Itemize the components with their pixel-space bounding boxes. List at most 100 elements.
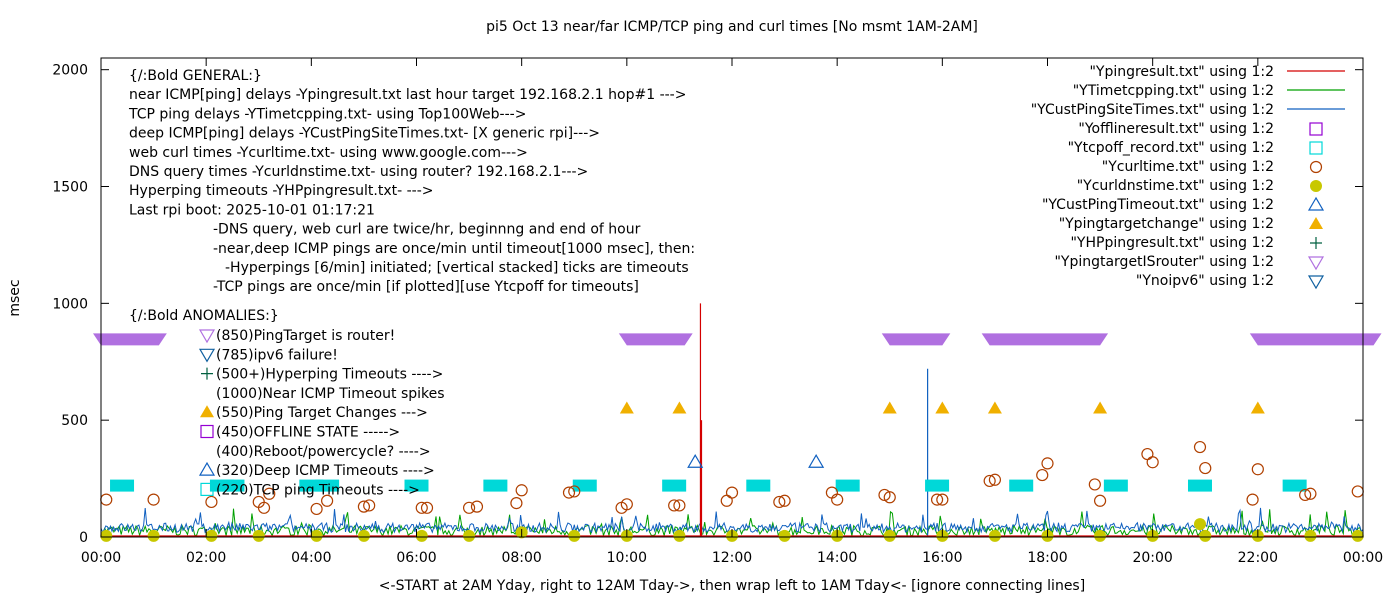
data-point [357,529,370,542]
data-point [746,479,771,492]
legend-swatch [1310,237,1322,249]
data-point [1304,487,1317,500]
data-point [483,479,508,492]
legend-entry: "YCustPingTimeout.txt" using 1:2 [1042,197,1274,213]
anomaly-line: (220)TCP ping Timeouts ----> [216,482,420,498]
data-point [568,529,581,542]
y-axis-label: msec [7,279,23,316]
data-point [1187,479,1212,492]
data-point [572,479,597,492]
legend-entry: "Ypingtargetchange" using 1:2 [1059,216,1274,232]
series-markers [100,401,1364,542]
data-point [1093,401,1108,414]
legend-entry: "YpingtargetISrouter" using 1:2 [1054,254,1274,270]
annotation-line: -Hyperpings [6/min] initiated; [vertical… [225,260,689,276]
data-point [1250,401,1265,414]
anomaly-marker [200,424,214,439]
data-point [831,493,844,506]
data-point [110,479,135,492]
data-point [1299,488,1312,502]
data-point [470,500,484,513]
data-point [883,491,896,504]
data-point [357,500,371,513]
data-point [310,502,323,516]
data-point [147,493,160,506]
legend-entry: "Ycurltime.txt" using 1:2 [1102,159,1274,175]
data-point [220,479,245,492]
data-point [310,529,323,542]
data-point [662,479,687,492]
data-point [808,454,825,468]
router-flag-band [1249,333,1382,346]
data-point [672,401,687,414]
anomaly-line: (450)OFFLINE STATE -----> [216,425,400,441]
data-point [463,529,476,542]
data-point [668,499,681,512]
legend-swatch [1309,122,1323,136]
legend-swatch [1310,180,1322,192]
annotation-line: DNS query times -Ycurldnstime.txt- using… [129,164,588,180]
data-point [1282,479,1307,492]
annotation-line: {/:Bold GENERAL:} [129,68,262,84]
chart-title: pi5 Oct 13 near/far ICMP/TCP ping and cu… [486,19,978,35]
x-tick-label: 12:00 [712,550,752,566]
data-point [1304,529,1317,542]
data-point [1009,479,1034,492]
anomaly-line: (400)Reboot/powercycle? ----> [216,444,431,460]
anomaly-line: (500+)Hyperping Timeouts ----> [216,367,443,383]
data-point [415,529,428,542]
data-point [1199,461,1212,475]
x-tick-label: 18:00 [1027,550,1067,566]
data-point [568,485,581,498]
data-point [1094,529,1107,542]
data-point [925,479,950,492]
data-point [1088,478,1101,491]
x-axis-label: <-START at 2AM Yday, right to 12AM Tday-… [379,578,1085,594]
x-tick-label: 06:00 [396,550,436,566]
y-tick-label: 1000 [52,296,88,312]
data-point [562,486,576,499]
legend-entry: "Ynoipv6" using 1:2 [1136,273,1274,289]
y-tick-label: 0 [79,530,88,546]
x-tick-label: 08:00 [501,550,541,566]
data-point [835,479,860,492]
data-point [883,529,896,542]
series-line [100,507,1364,535]
data-point [936,493,949,506]
router-band [93,333,1382,346]
anomaly-marker [200,405,214,418]
data-point [720,494,733,507]
anomaly-line: (550)Ping Target Changes ---> [216,405,428,421]
router-flag-band [981,333,1109,346]
legend-swatch [1309,141,1323,155]
data-point [1251,463,1264,476]
data-point [778,529,791,542]
annotation-text: {/:Bold GENERAL:} near ICMP[ping] delays … [128,68,695,498]
data-point [462,501,476,514]
router-flag-band [93,333,167,346]
data-point [1193,518,1206,531]
data-point [257,501,271,514]
annotation-line: deep ICMP[ping] delays -YCustPingSiteTim… [129,126,600,142]
data-point [1041,457,1054,470]
data-point [100,493,113,506]
annotation-line: -near,deep ICMP pings are once/min until… [213,241,695,257]
data-point [619,401,634,414]
y-tick-label: 2000 [52,63,88,79]
x-tick-label: 10:00 [607,550,647,566]
router-flag-band [618,333,693,346]
legend-swatch [1309,217,1323,229]
data-point [988,529,1001,542]
legend-swatch [1307,256,1325,271]
data-point [882,401,897,414]
data-point [321,494,334,507]
data-point [930,493,944,506]
data-point [1146,456,1159,469]
legend: "Ypingresult.txt" using 1:2 "YTimetcpping… [1031,64,1345,290]
legend-swatch [1307,196,1325,211]
data-point [878,488,891,502]
legend-entry: "Ycurldnstime.txt" using 1:2 [1077,178,1274,194]
anomaly-line: (785)ipv6 failure! [216,347,338,363]
anomaly-marker [200,482,214,496]
data-point [515,484,528,497]
